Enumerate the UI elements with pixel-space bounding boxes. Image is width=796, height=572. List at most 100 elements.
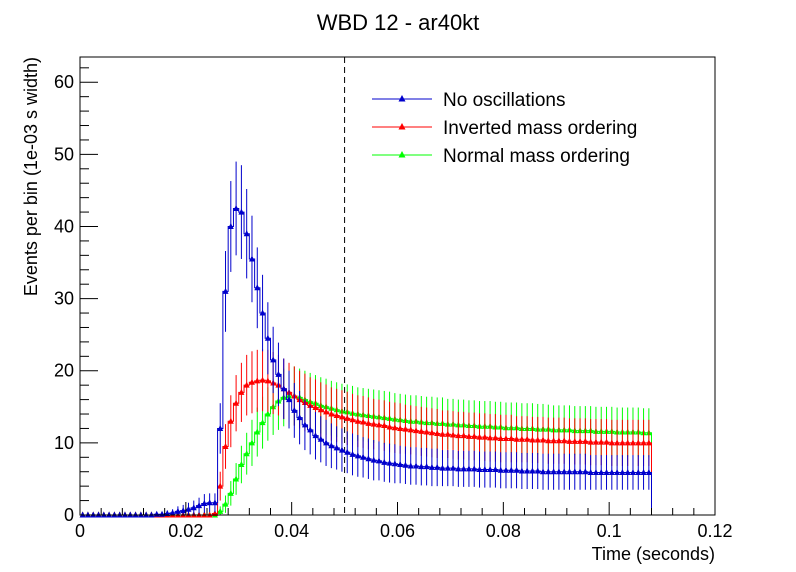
data-point bbox=[471, 432, 478, 439]
data-point bbox=[423, 428, 430, 435]
y-tick-label: 10 bbox=[54, 433, 74, 453]
data-point bbox=[577, 468, 584, 475]
data-point bbox=[640, 439, 647, 446]
data-point bbox=[402, 425, 409, 432]
data-point bbox=[508, 466, 515, 473]
data-point bbox=[333, 411, 340, 418]
data-point bbox=[566, 437, 573, 444]
data-point bbox=[455, 465, 462, 472]
data-point bbox=[243, 450, 250, 457]
y-tick-label: 0 bbox=[64, 505, 74, 525]
y-axis-label: Events per bin (1e-03 s width) bbox=[21, 57, 41, 296]
data-point bbox=[598, 438, 605, 445]
x-tick-label: 0.06 bbox=[380, 521, 415, 541]
data-point bbox=[566, 468, 573, 475]
y-tick-label: 60 bbox=[54, 72, 74, 92]
data-point bbox=[174, 507, 181, 514]
x-tick-label: 0.08 bbox=[486, 521, 521, 541]
data-point bbox=[259, 309, 266, 316]
data-point bbox=[407, 426, 414, 433]
data-point bbox=[619, 439, 626, 446]
data-point bbox=[624, 468, 631, 475]
y-tick-label: 20 bbox=[54, 361, 74, 381]
data-point bbox=[238, 208, 245, 215]
data-point bbox=[233, 399, 240, 406]
data-point bbox=[301, 421, 308, 428]
data-point bbox=[349, 450, 356, 457]
data-point bbox=[233, 204, 240, 211]
data-point bbox=[254, 428, 261, 435]
data-point bbox=[513, 466, 520, 473]
data-point bbox=[640, 468, 647, 475]
data-point bbox=[201, 499, 208, 506]
legend-marker bbox=[398, 95, 406, 102]
y-tick-label: 40 bbox=[54, 216, 74, 236]
data-point bbox=[540, 468, 547, 475]
data-point bbox=[286, 396, 293, 403]
data-point bbox=[629, 439, 636, 446]
data-point bbox=[190, 504, 197, 511]
data-point bbox=[296, 414, 303, 421]
data-point bbox=[450, 431, 457, 438]
legend-marker bbox=[398, 151, 406, 158]
data-point bbox=[592, 468, 599, 475]
data-point bbox=[492, 466, 499, 473]
y-tick-label: 30 bbox=[54, 289, 74, 309]
data-point bbox=[360, 453, 367, 460]
data-point bbox=[513, 435, 520, 442]
data-point bbox=[529, 436, 536, 443]
data-point bbox=[275, 370, 282, 377]
data-point bbox=[248, 378, 255, 385]
data-point bbox=[561, 437, 568, 444]
data-point bbox=[338, 446, 345, 453]
data-point bbox=[465, 432, 472, 439]
data-point bbox=[381, 458, 388, 465]
data-point bbox=[354, 452, 361, 459]
data-point bbox=[555, 437, 562, 444]
data-point bbox=[227, 223, 234, 229]
data-point bbox=[635, 439, 642, 446]
data-point bbox=[402, 461, 409, 468]
data-point bbox=[645, 439, 652, 446]
data-point bbox=[545, 437, 552, 444]
data-point bbox=[434, 463, 441, 470]
data-point bbox=[349, 416, 356, 423]
data-point bbox=[534, 436, 541, 443]
data-point bbox=[508, 435, 515, 442]
data-point bbox=[502, 466, 509, 473]
data-point bbox=[555, 468, 562, 475]
data-point bbox=[307, 426, 314, 433]
data-point bbox=[259, 419, 266, 426]
data-point bbox=[619, 468, 626, 475]
data-point bbox=[476, 466, 483, 473]
data-point bbox=[529, 467, 536, 474]
data-point bbox=[614, 468, 621, 475]
data-point bbox=[211, 499, 218, 506]
data-point bbox=[587, 468, 594, 475]
data-point bbox=[381, 422, 388, 429]
data-point bbox=[264, 410, 271, 417]
x-tick-label: 0.1 bbox=[597, 521, 622, 541]
data-point bbox=[397, 461, 404, 468]
data-point bbox=[603, 438, 610, 445]
data-point bbox=[338, 413, 345, 420]
data-point bbox=[375, 457, 382, 464]
data-point bbox=[577, 437, 584, 444]
data-point bbox=[455, 432, 462, 439]
data-point bbox=[259, 376, 266, 383]
data-point bbox=[450, 464, 457, 471]
data-point bbox=[434, 430, 441, 436]
data-point bbox=[222, 500, 229, 507]
data-point bbox=[492, 434, 499, 441]
data-point bbox=[603, 468, 610, 475]
chart-title: WBD 12 - ar40kt bbox=[317, 10, 480, 35]
data-point bbox=[217, 482, 224, 489]
y-tick-label: 50 bbox=[54, 144, 74, 164]
x-tick-label: 0 bbox=[75, 521, 85, 541]
data-point bbox=[227, 489, 234, 496]
legend-marker bbox=[398, 123, 406, 130]
data-point bbox=[328, 442, 335, 449]
data-point bbox=[550, 468, 557, 475]
data-point bbox=[481, 466, 488, 473]
